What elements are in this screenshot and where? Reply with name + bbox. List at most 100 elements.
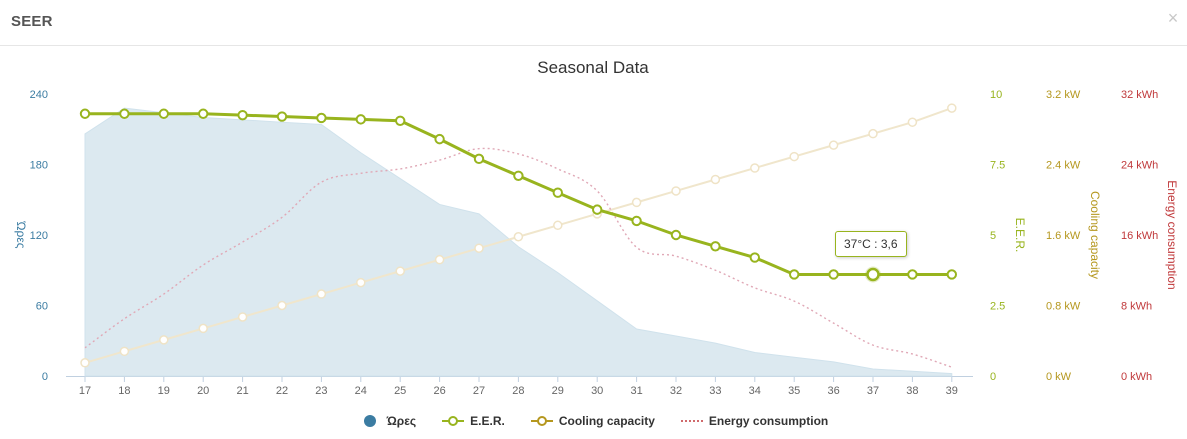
y-tick-label-capacity: 0 kW	[1046, 371, 1072, 383]
point-capacity	[828, 140, 839, 150]
x-tick-label: 18	[118, 385, 130, 397]
point-capacity	[947, 103, 957, 113]
point-eer	[670, 229, 682, 241]
series-line-energy	[84, 147, 953, 368]
chart-tooltip: 37°C : 3,6	[835, 231, 907, 258]
x-tick-label: 30	[591, 385, 603, 397]
legend-symbol-eer	[442, 416, 465, 426]
point-capacity	[80, 358, 90, 368]
y-axis-title-hours: Ώρες	[14, 221, 28, 249]
x-tick-label: 36	[827, 385, 839, 397]
x-tick-label: 24	[355, 385, 367, 397]
x-tick-label: 27	[473, 385, 485, 397]
point-capacity	[159, 335, 169, 345]
x-tick-label: 23	[315, 385, 327, 397]
point-eer	[789, 269, 800, 280]
y-tick-label-hours: 180	[30, 160, 48, 172]
point-eer	[198, 108, 209, 119]
point-eer	[552, 187, 563, 198]
legend-label-capacity: Cooling capacity	[558, 414, 655, 428]
y-tick-label-capacity: 2.4 kW	[1046, 160, 1081, 172]
y-tick-label-eer: 10	[990, 89, 1002, 101]
y-axis-title-capacity: Cooling capacity	[1088, 191, 1102, 279]
chart-title: Seasonal Data	[537, 58, 649, 77]
point-capacity	[750, 163, 760, 173]
y-tick-label-eer: 2.5	[990, 301, 1005, 313]
y-axis-title-energy: Energy consumption	[1165, 180, 1179, 289]
point-eer	[79, 108, 91, 119]
legend-item-capacity[interactable]: Cooling capacity	[530, 414, 655, 428]
x-tick-label: 39	[946, 385, 958, 397]
legend-symbol-hours	[363, 415, 376, 427]
point-eer	[276, 111, 288, 122]
x-tick-label: 34	[749, 385, 761, 397]
point-eer	[710, 241, 721, 252]
point-eer	[237, 109, 248, 121]
point-eer	[631, 215, 642, 227]
y-tick-label-eer: 5	[990, 230, 996, 242]
y-tick-label-capacity: 3.2 kW	[1046, 89, 1081, 101]
x-tick-label: 17	[79, 385, 91, 397]
x-tick-label: 28	[512, 385, 524, 397]
point-capacity	[513, 232, 524, 242]
x-tick-label: 32	[670, 385, 682, 397]
point-eer	[473, 153, 485, 165]
series-area-hours	[84, 107, 953, 377]
x-tick-label: 21	[236, 385, 248, 397]
y-tick-label-hours: 0	[42, 371, 48, 383]
y-tick-label-capacity: 0.8 kW	[1046, 301, 1081, 313]
y-tick-label-energy: 16 kWh	[1121, 230, 1158, 242]
legend-label-eer: E.E.R.	[470, 414, 505, 428]
point-capacity	[553, 220, 563, 231]
point-eer	[946, 269, 957, 280]
y-tick-label-energy: 8 kWh	[1121, 301, 1152, 313]
point-eer	[434, 133, 445, 145]
point-eer	[749, 252, 760, 263]
x-tick-label: 19	[158, 385, 170, 397]
point-capacity	[868, 128, 878, 139]
close-icon[interactable]: ×	[1167, 8, 1179, 28]
x-tick-label: 22	[276, 385, 288, 397]
x-tick-label: 35	[788, 385, 800, 397]
point-eer	[158, 108, 170, 119]
point-capacity	[316, 289, 327, 299]
point-eer	[513, 170, 524, 181]
legend-symbol-capacity	[530, 416, 553, 426]
x-tick-label: 29	[552, 385, 564, 397]
y-tick-label-hours: 240	[30, 89, 48, 101]
dialog-header: SEER ×	[0, 0, 1187, 46]
legend-symbol-energy	[680, 420, 703, 422]
y-tick-label-eer: 0	[990, 371, 996, 383]
point-capacity	[710, 174, 721, 185]
y-tick-label-hours: 60	[36, 301, 48, 313]
x-tick-label: 25	[394, 385, 406, 397]
point-eer	[907, 269, 918, 280]
legend-item-hours[interactable]: Ώρες	[359, 414, 416, 428]
app-title: SEER	[11, 13, 53, 30]
point-eer	[316, 112, 327, 124]
x-tick-label: 37	[867, 385, 879, 397]
x-tick-label: 20	[197, 385, 209, 397]
point-eer	[592, 204, 603, 215]
x-tick-label: 31	[630, 385, 642, 397]
x-tick-label: 33	[709, 385, 721, 397]
point-eer	[119, 108, 130, 119]
y-tick-label-capacity: 1.6 kW	[1046, 230, 1081, 242]
x-tick-label: 26	[433, 385, 445, 397]
y-tick-label-energy: 32 kWh	[1121, 89, 1158, 101]
point-capacity	[631, 197, 642, 208]
point-eer	[395, 115, 406, 126]
legend-item-eer[interactable]: E.E.R.	[442, 414, 505, 428]
point-capacity	[198, 323, 208, 334]
point-capacity	[671, 186, 681, 196]
point-capacity	[119, 346, 130, 357]
y-tick-label-hours: 120	[30, 230, 48, 242]
y-tick-label-eer: 7.5	[990, 160, 1005, 172]
point-capacity	[474, 243, 484, 253]
point-capacity	[356, 277, 366, 288]
x-tick-label: 38	[906, 385, 918, 397]
legend-label-hours: Ώρες	[386, 414, 417, 428]
y-tick-label-energy: 0 kWh	[1121, 371, 1152, 383]
legend-item-energy[interactable]: Energy consumption	[680, 414, 828, 428]
